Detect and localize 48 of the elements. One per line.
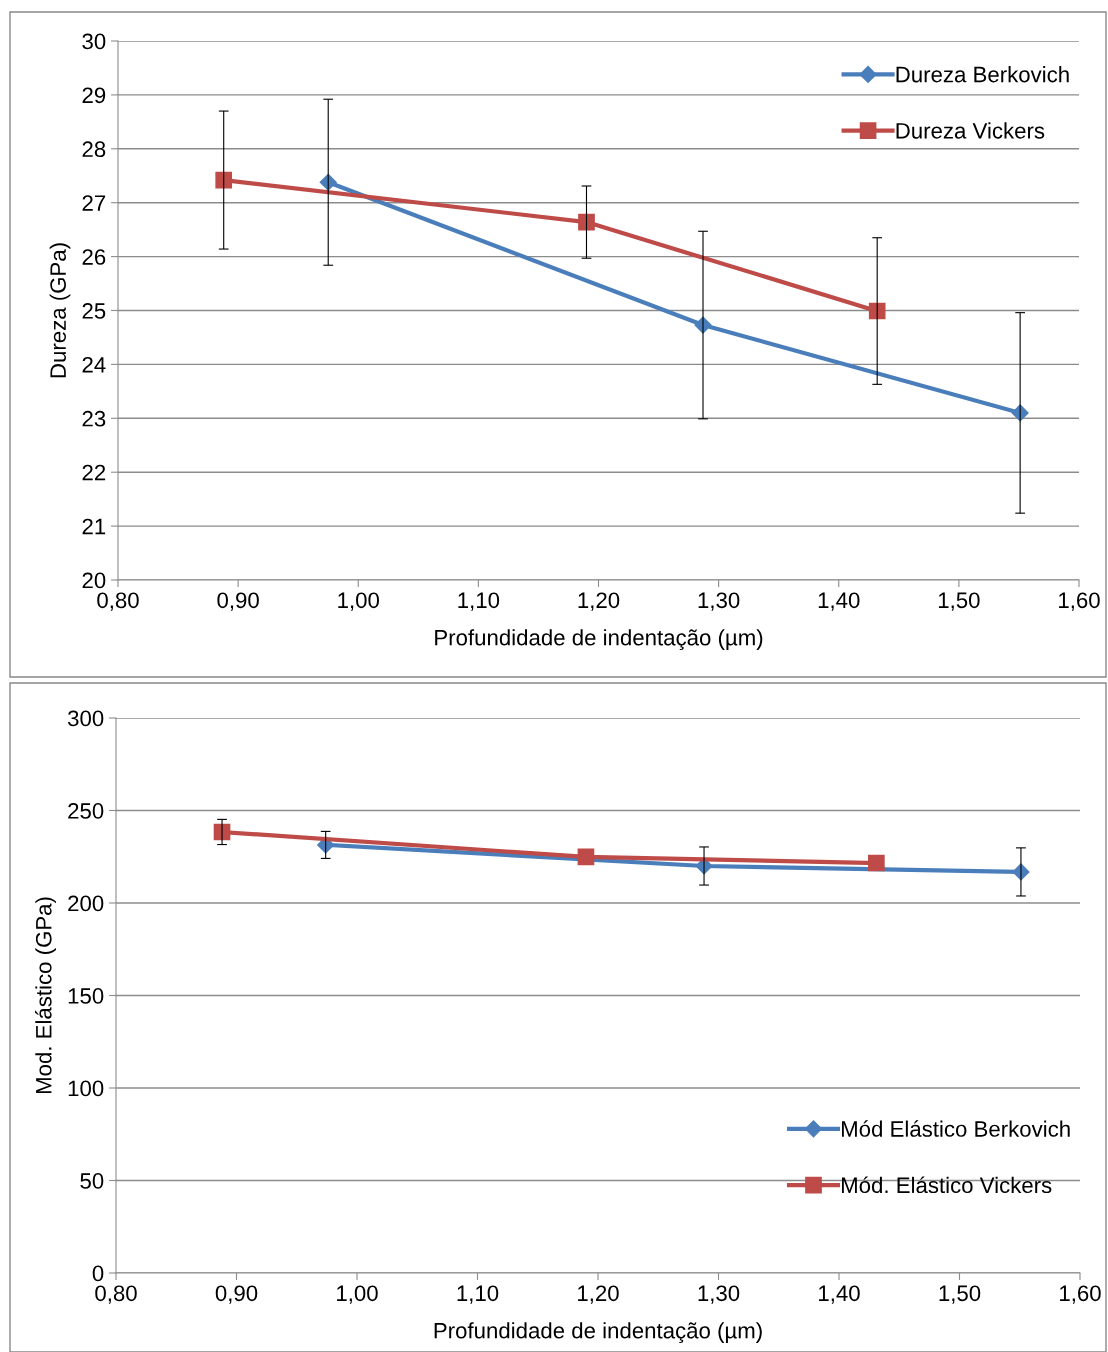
y-tick-label: 22 [82,464,106,481]
x-tick-label: 1,40 [818,592,860,611]
x-tick-label: 1,60 [1059,592,1100,611]
x-tick-label: 1,50 [939,1285,981,1304]
y-tick-label: 200 [68,895,104,912]
point [577,848,595,866]
x-tick-label: 1,00 [337,1285,378,1304]
x-tick-label: 1,10 [457,1285,499,1304]
y-tick-label: 28 [82,141,106,158]
y-tick-label: 27 [82,195,106,211]
y-axis-title: Dureza (GPa) [49,243,71,378]
point [215,171,233,189]
x-tick-label: 1,60 [1060,1285,1101,1304]
y-tick-label: 0 [92,1265,104,1282]
x-tick-label: 1,20 [578,1285,619,1304]
x-tick-label: 0,80 [97,592,139,611]
x-axis-title: Profundidade de indentação (µm) [435,629,763,650]
y-tick-label: 300 [67,710,104,727]
x-tick-label: 0,90 [217,592,259,611]
y-tick-label: 50 [80,1173,104,1189]
x-tick-label: 1,50 [938,592,980,611]
x-axis-title: Profundidade de indentação (µm) [434,1322,762,1343]
y-tick-label: 26 [82,249,106,265]
x-tick-label: 1,20 [578,592,620,611]
legend-label: Mód Elástico Berkovich [841,1120,1070,1137]
x-tick-label: 0,90 [215,1285,258,1304]
point [868,302,886,320]
x-tick-label: 1,40 [819,1285,860,1304]
y-tick-label: 20 [82,572,106,589]
legend-label: Dureza Berkovich [896,66,1069,83]
x-tick-label: 1,00 [338,592,380,611]
x-tick-label: 1,30 [698,592,740,611]
y-tick-label: 23 [82,410,106,427]
y-tick-label: 24 [82,356,106,373]
y-tick-label: 21 [82,518,106,535]
y-tick-label: 100 [68,1080,104,1097]
legend-label: Mód. Elástico Vickers [841,1176,1052,1194]
x-tick-label: 1,30 [698,1285,740,1304]
x-tick-label: 1,10 [458,592,500,611]
y-tick-label: 29 [82,87,106,104]
y-tick-label: 30 [82,33,106,50]
y-tick-label: 150 [68,988,104,1004]
x-tick-label: 0,80 [95,1285,137,1304]
y-axis-title: Mod. Elástico (GPa) [35,897,56,1094]
y-tick-label: 25 [82,303,106,319]
point [868,854,885,872]
legend-label: Dureza Vickers [896,122,1045,139]
y-tick-label: 250 [68,803,104,819]
